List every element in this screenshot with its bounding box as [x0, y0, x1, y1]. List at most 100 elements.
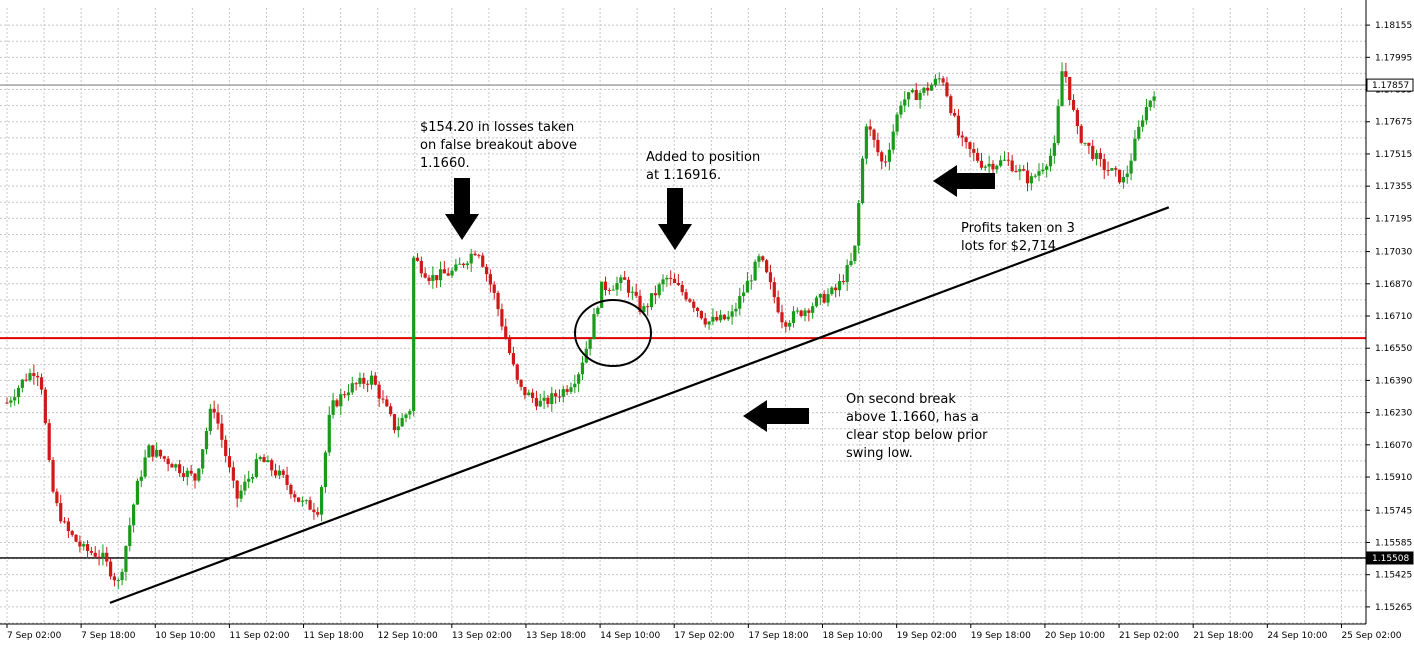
candle-body	[20, 379, 24, 388]
candle-body	[504, 326, 508, 339]
candle-body	[538, 400, 542, 407]
x-tick-label: 17 Sep 18:00	[748, 631, 808, 641]
candle-body	[381, 398, 385, 400]
candle-body	[97, 556, 101, 558]
candle-body	[435, 275, 439, 281]
x-tick-label: 21 Sep 18:00	[1193, 631, 1253, 641]
candle-body	[557, 396, 562, 398]
candle-body	[761, 256, 765, 261]
candle-body	[304, 500, 308, 502]
y-tick-label: 1.16070	[1375, 441, 1412, 451]
candle-body	[703, 318, 707, 325]
candle-body	[1140, 120, 1145, 127]
candle-body	[745, 280, 750, 293]
x-tick-label: 7 Sep 18:00	[81, 631, 136, 641]
candle-body	[319, 487, 324, 515]
candle-body	[339, 394, 343, 407]
candle-body	[78, 541, 82, 547]
annotation-text: above 1.1660, has a	[846, 410, 979, 425]
candle-body	[814, 297, 819, 307]
candle-body	[596, 307, 600, 314]
candle-body	[350, 383, 354, 393]
y-tick-label: 1.17355	[1375, 182, 1412, 192]
candle-body	[1033, 175, 1037, 177]
candle-body	[757, 256, 761, 262]
y-tick-label: 1.15585	[1375, 538, 1412, 548]
candle-body	[312, 509, 316, 513]
candle-body	[1010, 160, 1014, 172]
candle-body	[592, 313, 596, 340]
candle-body	[431, 275, 435, 281]
candle-body	[258, 457, 262, 460]
candle-body	[346, 392, 351, 396]
candle-body	[949, 96, 953, 113]
candle-body	[715, 316, 719, 321]
candle-body	[400, 417, 404, 427]
annotation-text: On second break	[846, 392, 956, 407]
candle-body	[1102, 159, 1106, 171]
candle-body	[818, 294, 822, 298]
candle-body	[826, 294, 830, 303]
candle-body	[899, 105, 903, 115]
candle-body	[5, 402, 9, 404]
candle-body	[1014, 171, 1018, 173]
candle-body	[204, 431, 209, 450]
candle-body	[1106, 170, 1110, 172]
candle-body	[16, 387, 21, 398]
candle-body	[853, 245, 857, 262]
candle-body	[1121, 176, 1126, 183]
candle-body	[193, 473, 197, 481]
candle-body	[550, 393, 554, 404]
candle-body	[1002, 159, 1007, 161]
candle-body	[1091, 145, 1095, 159]
candle-body	[880, 152, 884, 162]
candle-body	[231, 467, 235, 481]
candle-body	[358, 377, 362, 385]
candle-body	[36, 375, 40, 378]
candle-body	[837, 281, 842, 291]
candle-body	[85, 544, 90, 551]
candle-body	[742, 292, 746, 297]
candle-body	[496, 292, 500, 310]
candle-body	[185, 470, 189, 477]
candle-body	[569, 387, 573, 392]
candle-body	[1083, 142, 1087, 144]
candle-body	[718, 314, 723, 321]
candle-body	[1152, 96, 1156, 101]
x-tick-label: 14 Sep 10:00	[600, 631, 660, 641]
candle-body	[868, 126, 872, 130]
candle-body	[1087, 142, 1091, 146]
candle-body	[216, 412, 220, 424]
x-tick-label: 17 Sep 02:00	[674, 631, 734, 641]
candle-body	[857, 203, 861, 246]
candle-body	[780, 312, 784, 323]
candle-body	[542, 397, 546, 401]
x-tick-label: 21 Sep 02:00	[1119, 631, 1179, 641]
candle-body	[653, 293, 657, 296]
y-tick-label: 1.15425	[1375, 571, 1412, 581]
annotation-text: 1.1660.	[420, 156, 470, 171]
candle-body	[945, 82, 949, 97]
candle-body	[1133, 138, 1137, 161]
candle-body	[964, 137, 968, 143]
candle-body	[1148, 100, 1152, 108]
y-tick-label: 1.17515	[1375, 150, 1412, 160]
candle-body	[1060, 71, 1064, 107]
candle-body	[830, 287, 834, 295]
candle-body	[166, 458, 170, 465]
candle-body	[484, 266, 489, 275]
candle-body	[634, 291, 638, 296]
candle-body	[419, 260, 423, 274]
annotation-text: lots for $2,714	[961, 239, 1056, 254]
x-tick-label: 19 Sep 02:00	[897, 631, 957, 641]
candle-body	[82, 544, 86, 547]
candle-body	[366, 383, 370, 385]
candle-body	[979, 160, 984, 168]
candle-body	[811, 306, 815, 313]
candle-body	[864, 126, 868, 159]
candle-body	[1006, 159, 1010, 161]
candle-body	[1075, 109, 1079, 126]
y-tick-label: 1.16870	[1375, 280, 1412, 290]
candle-body	[415, 257, 420, 261]
candle-body	[224, 439, 228, 457]
